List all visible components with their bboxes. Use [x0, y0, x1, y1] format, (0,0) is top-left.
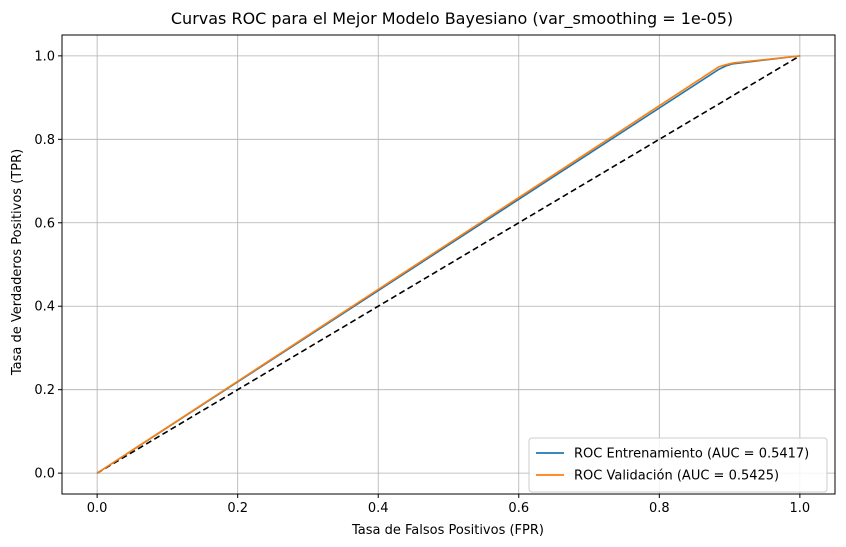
- plot-area: [61, 34, 836, 495]
- series-lines: [96, 55, 801, 474]
- x-tick-label: 0.2: [227, 501, 248, 516]
- y-tick-label: 0.8: [34, 133, 55, 148]
- y-tick-label: 1.0: [34, 49, 55, 64]
- x-tick-label: 1.0: [790, 501, 811, 516]
- y-tick-label: 0.6: [34, 216, 55, 231]
- x-tick-label: 0.8: [649, 501, 670, 516]
- series-line-validacion: [96, 55, 800, 474]
- x-tick-label: 0.0: [87, 501, 108, 516]
- y-tick-label: 0.2: [34, 383, 55, 398]
- legend-entry-label: ROC Validación (AUC = 0.5425): [574, 469, 779, 484]
- x-tick-label: 0.6: [508, 501, 529, 516]
- grid: [62, 35, 835, 494]
- y-tick-label: 0.0: [34, 467, 55, 482]
- legend: ROC Entrenamiento (AUC = 0.5417) ROC Vali…: [528, 437, 828, 493]
- x-tick-label: 0.4: [368, 501, 389, 516]
- legend-entry-label: ROC Entrenamiento (AUC = 0.5417): [574, 447, 809, 462]
- x-axis-label: Tasa de Falsos Positivos (FPR): [351, 523, 544, 538]
- legend-box: [528, 437, 828, 493]
- axis-ticks: 0.0 0.2 0.4 0.6 0.8 1.0 0.0 0.2 0.4 0.6 0.8 1.0: [34, 49, 810, 516]
- y-tick-label: 0.4: [34, 300, 55, 315]
- chance-diagonal-line: [96, 55, 801, 474]
- chart-title: Curvas ROC para el Mejor Modelo Bayesian…: [171, 9, 733, 29]
- y-axis-label: Tasa de Verdaderos Positivos (TPR): [10, 149, 25, 376]
